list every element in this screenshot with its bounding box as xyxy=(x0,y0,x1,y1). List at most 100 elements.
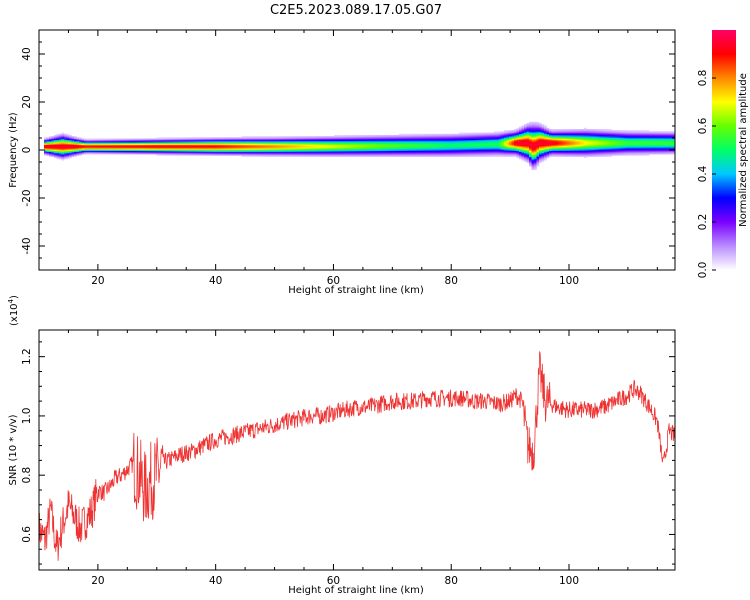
spectrogram-cell xyxy=(126,142,130,144)
spectrogram-cell xyxy=(554,155,557,157)
spectrogram-cell xyxy=(244,151,247,154)
spectrogram-cell xyxy=(661,136,665,138)
spectrogram-cell xyxy=(99,143,102,145)
spectrogram-cell xyxy=(119,151,122,154)
spectrogram-cell xyxy=(161,138,165,141)
spectrogram-cell xyxy=(626,130,630,132)
spectrogram-cell xyxy=(484,138,487,141)
spectrogram-cell xyxy=(614,135,617,137)
spectrogram-cell xyxy=(189,150,192,153)
spectrogram-cell xyxy=(89,143,92,145)
spectrogram-cell xyxy=(64,157,67,160)
spectrogram-cell xyxy=(161,137,165,139)
spectrogram-cell xyxy=(269,147,272,149)
spectrogram-cell xyxy=(116,148,120,150)
spectrogram-cell xyxy=(71,143,75,145)
spectrogram-cell xyxy=(596,150,600,153)
spectrogram-cell xyxy=(179,144,182,147)
spectrogram-cell xyxy=(559,136,562,138)
spectrogram-cell xyxy=(509,138,512,141)
spectrogram-cell xyxy=(81,147,85,149)
spectrogram-cell xyxy=(591,129,595,131)
spectrogram-cell xyxy=(391,137,395,139)
spectrogram-cell xyxy=(481,137,485,139)
spectrogram-cell xyxy=(524,155,527,157)
spectrogram-cell xyxy=(269,137,272,139)
spectrogram-cell xyxy=(609,129,612,131)
spectrogram-x-tick-label: 100 xyxy=(559,275,579,287)
spectrogram-cell xyxy=(609,142,612,144)
spectrogram-cell xyxy=(64,143,67,145)
spectrogram-cell xyxy=(91,150,95,153)
spectrogram-cell xyxy=(539,133,542,136)
spectrogram-cell xyxy=(51,150,55,153)
spectrogram-cell xyxy=(599,142,602,144)
spectrogram-cell xyxy=(149,141,152,143)
spectrogram-cell xyxy=(394,145,397,148)
spectrogram-cell xyxy=(159,141,162,143)
spectrogram-cell xyxy=(461,155,465,157)
spectrogram-cell xyxy=(554,143,557,145)
spectrogram-cell xyxy=(234,151,237,154)
spectrogram-cell xyxy=(466,144,470,147)
spectrogram-cell xyxy=(46,147,50,149)
spectrogram-cell xyxy=(54,148,57,150)
spectrogram-cell xyxy=(446,144,450,147)
spectrogram-cell xyxy=(439,148,442,150)
spectrogram-cell xyxy=(504,135,507,137)
spectrogram-cell xyxy=(234,138,237,141)
spectrogram-cell xyxy=(434,135,437,137)
spectrogram-cell xyxy=(264,141,267,143)
spectrogram-cell xyxy=(199,139,202,142)
spectrogram-cell xyxy=(549,136,552,138)
spectrogram-cell xyxy=(641,145,645,148)
spectrogram-cell xyxy=(319,137,322,139)
spectrogram-cell xyxy=(139,148,142,150)
spectrogram-cell xyxy=(626,139,630,142)
spectrogram-cell xyxy=(491,155,495,157)
spectrogram-cell xyxy=(381,155,385,157)
spectrogram-cell xyxy=(61,139,65,142)
spectrogram-cell xyxy=(194,153,197,155)
spectrogram-cell xyxy=(659,138,662,141)
spectrogram-cell xyxy=(529,147,532,149)
spectrogram-cell xyxy=(61,137,65,139)
spectrogram-cell xyxy=(219,143,222,145)
spectrogram-cell xyxy=(386,135,390,137)
spectrogram-cell xyxy=(376,151,380,154)
spectrogram-cell xyxy=(269,148,272,150)
spectrogram-cell xyxy=(256,139,260,142)
spectrogram-cell xyxy=(524,150,527,153)
spectrogram-cell xyxy=(209,142,212,144)
spectrogram-cell xyxy=(439,133,442,136)
spectrogram-cell xyxy=(586,149,590,151)
spectrogram-cell xyxy=(296,142,300,144)
spectrogram-cell xyxy=(334,155,337,157)
spectrogram-cell xyxy=(196,139,200,142)
spectrogram-cell xyxy=(236,153,240,155)
spectrogram-cell xyxy=(261,151,265,154)
spectrogram-cell xyxy=(84,143,87,145)
spectrogram-cell xyxy=(489,155,492,157)
spectrogram-cell xyxy=(581,129,585,131)
spectrogram-cell xyxy=(134,141,137,143)
spectrogram-cell xyxy=(206,137,210,139)
spectrogram-cell xyxy=(61,147,65,149)
spectrogram-cell xyxy=(519,155,522,157)
spectrogram-cell xyxy=(536,161,540,163)
spectrogram-cell xyxy=(434,139,437,142)
spectrogram-cell xyxy=(559,143,562,145)
spectrogram-cell xyxy=(554,138,557,141)
spectrogram-cell xyxy=(379,139,382,142)
spectrogram-cell xyxy=(529,130,532,132)
spectrogram-cell xyxy=(361,150,365,153)
spectrogram-cell xyxy=(499,154,502,156)
spectrogram-cell xyxy=(614,149,617,151)
spectrogram-cell xyxy=(416,142,420,144)
spectrogram-cell xyxy=(74,138,77,141)
spectrogram-cell xyxy=(519,131,522,133)
spectrogram-cell xyxy=(571,153,575,155)
spectrogram-cell xyxy=(431,153,435,155)
spectrogram-cell xyxy=(346,155,350,157)
spectrogram-cell xyxy=(324,148,327,150)
